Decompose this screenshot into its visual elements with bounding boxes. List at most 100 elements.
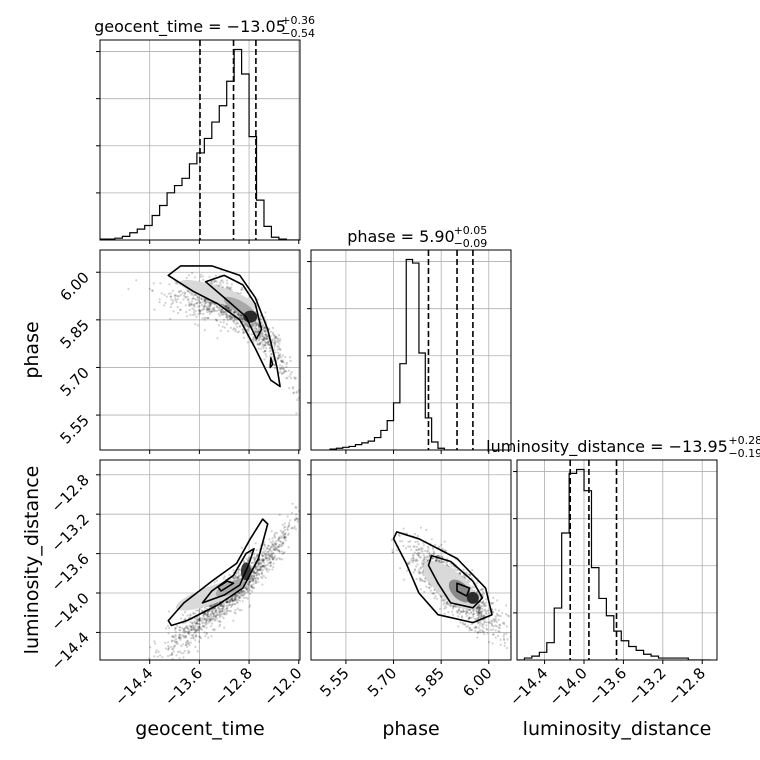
sample-point [478, 621, 481, 624]
yaxis-label-phase: phase [21, 321, 43, 378]
sample-point [482, 587, 485, 591]
sample-point [274, 351, 277, 354]
sample-point [245, 324, 248, 327]
sample-point [476, 605, 479, 609]
xaxis-label-geocent_time: geocent_time [135, 718, 264, 740]
xtick-label-phase-0: 5.55 [316, 664, 352, 700]
sample-point [206, 612, 209, 616]
sample-point [250, 585, 253, 589]
sample-point [172, 299, 175, 302]
sample-point [178, 290, 181, 293]
sample-point [258, 341, 261, 344]
sample-point [280, 367, 283, 370]
sample-point [210, 301, 213, 304]
sample-point [477, 617, 480, 620]
sample-point [265, 568, 268, 572]
sample-point [286, 515, 289, 518]
sample-point [234, 328, 237, 331]
sample-point [225, 316, 228, 319]
sample-point [205, 619, 208, 623]
sample-point [250, 575, 253, 578]
joint-panel-geocent_time-vs-luminosity_distance [96, 459, 301, 664]
sample-point [235, 599, 238, 602]
sample-point [270, 530, 273, 533]
sample-point [222, 603, 226, 606]
sample-point [185, 310, 188, 314]
sample-point [215, 579, 218, 582]
sample-point [233, 312, 236, 315]
sample-point [202, 619, 205, 622]
sample-point [236, 595, 239, 598]
sample-point [253, 553, 256, 556]
sample-point [203, 624, 206, 628]
sample-point [503, 633, 506, 636]
sample-point [221, 608, 224, 611]
sample-point [230, 317, 233, 321]
sample-point [270, 553, 273, 557]
sample-point [264, 311, 267, 314]
sample-point [279, 353, 282, 356]
sample-point [270, 353, 273, 356]
xtick-label-geocent_time-3: −12.0 [260, 664, 305, 709]
sample-point [194, 629, 197, 632]
sample-point [198, 617, 201, 620]
sample-point [459, 610, 462, 613]
sample-point [238, 316, 241, 319]
sample-point [482, 615, 485, 618]
sample-point [486, 628, 489, 631]
sample-point [237, 574, 240, 577]
sample-point [277, 345, 280, 348]
sample-point [458, 572, 461, 575]
sample-point [288, 375, 291, 378]
sample-point [284, 539, 287, 542]
sample-point [476, 606, 479, 609]
sample-point [206, 306, 209, 309]
sample-point [407, 545, 410, 548]
sample-point [401, 540, 404, 543]
sample-point [419, 547, 422, 550]
sample-point [273, 556, 276, 559]
sample-point [505, 632, 508, 635]
sample-point [203, 307, 206, 310]
sample-point [229, 308, 232, 311]
sample-point [248, 557, 251, 560]
sample-point [399, 540, 402, 543]
sample-point [219, 283, 222, 286]
sample-point [232, 319, 235, 323]
sample-point [237, 568, 240, 571]
sample-point [252, 578, 255, 581]
sample-point [219, 611, 222, 614]
sample-point [455, 609, 458, 613]
sample-point [238, 574, 242, 577]
sample-point [472, 612, 475, 615]
sample-point [225, 306, 228, 309]
sample-point [241, 320, 244, 323]
sample-point [451, 610, 454, 613]
sample-point [250, 585, 253, 588]
sample-point [193, 620, 196, 623]
sample-point [180, 644, 183, 648]
sample-point [275, 543, 278, 546]
sample-point [267, 340, 270, 343]
sample-point [287, 533, 290, 537]
sample-point [451, 613, 455, 616]
sample-point [254, 324, 258, 327]
sample-point [256, 568, 259, 572]
sample-point [457, 609, 460, 612]
sample-point [194, 635, 197, 638]
sample-point [231, 597, 234, 600]
sample-point [471, 609, 474, 612]
sample-point [228, 610, 231, 613]
sample-point [177, 651, 180, 654]
sample-point [260, 575, 263, 579]
sample-point [179, 308, 182, 311]
sample-point [296, 398, 299, 402]
sample-point [445, 601, 448, 604]
sample-point [188, 644, 191, 647]
sample-point [219, 311, 223, 314]
sample-point [282, 531, 285, 534]
sample-point [470, 628, 473, 632]
sample-point [276, 356, 279, 360]
sample-point [237, 575, 240, 578]
sample-point [269, 546, 272, 550]
